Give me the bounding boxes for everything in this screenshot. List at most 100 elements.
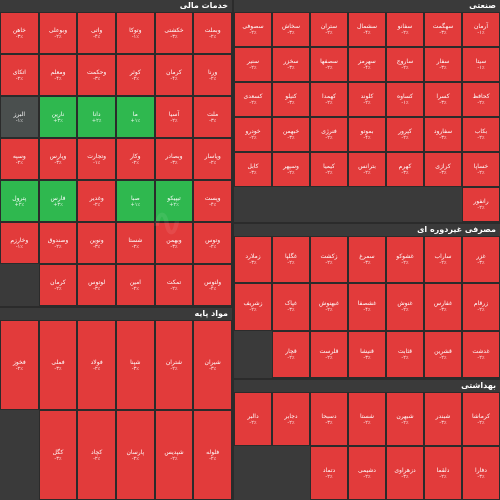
- stock-tile[interactable]: وپست -۴٪: [193, 180, 232, 222]
- stock-tile[interactable]: وصندوق -۲٪: [38, 222, 78, 264]
- stock-tile[interactable]: فلوله -۲٪: [193, 410, 232, 500]
- stock-tile[interactable]: بترانس -۲٪: [348, 152, 386, 187]
- stock-tile[interactable]: وبصادر -۳٪: [154, 138, 194, 180]
- stock-tile[interactable]: ومعلم -۴٪: [38, 54, 78, 96]
- stock-tile[interactable]: شیران -۳٪: [193, 320, 232, 410]
- stock-tile[interactable]: کابل -۳٪: [234, 152, 272, 187]
- stock-tile[interactable]: آرمان -۱٪: [462, 12, 500, 47]
- stock-tile[interactable]: غبهنوش -۲٪: [310, 283, 348, 331]
- stock-tile[interactable]: کساوه -۱٪: [386, 82, 424, 117]
- stock-tile[interactable]: خودرو -۲٪: [234, 117, 272, 152]
- stock-tile[interactable]: وغدیر -۲٪: [77, 180, 116, 222]
- stock-tile[interactable]: وتوکا -۱٪: [116, 12, 155, 54]
- stock-tile[interactable]: قشرین -۲٪: [424, 330, 462, 378]
- stock-tile[interactable]: کوثر -۲٪: [116, 54, 155, 96]
- stock-tile[interactable]: آسیا -۲٪: [154, 96, 194, 138]
- stock-tile[interactable]: کنیلو -۳٪: [272, 82, 310, 117]
- stock-tile[interactable]: دفارا -۳٪: [462, 446, 500, 500]
- stock-tile[interactable]: غدشت -۲٪: [462, 330, 500, 378]
- stock-tile[interactable]: کیمیا -۲٪: [310, 152, 348, 187]
- stock-tile[interactable]: سفارود -۳٪: [424, 117, 462, 152]
- stock-tile[interactable]: وبوعلی -۲٪: [38, 12, 78, 54]
- stock-tile[interactable]: بکاب -۲٪: [462, 117, 500, 152]
- stock-tile[interactable]: وکار -۲٪: [116, 138, 155, 180]
- stock-tile[interactable]: سصوفی -۲٪: [234, 12, 272, 47]
- stock-tile[interactable]: ورنا -۲٪: [193, 54, 232, 96]
- stock-tile[interactable]: دتماد -۲٪: [310, 446, 348, 500]
- stock-tile[interactable]: سصفها -۲٪: [310, 47, 348, 82]
- stock-tile[interactable]: شتران -۲٪: [154, 320, 194, 410]
- stock-tile[interactable]: سمرغ -۳٪: [348, 236, 386, 284]
- stock-tile[interactable]: ما +۱٪: [116, 96, 155, 138]
- stock-tile[interactable]: زرقام -۲٪: [462, 283, 500, 331]
- stock-tile[interactable]: سخاش -۳٪: [272, 12, 310, 47]
- stock-tile[interactable]: دانا +۲٪: [77, 96, 116, 138]
- stock-tile[interactable]: وتجارت -۱٪: [77, 138, 116, 180]
- stock-tile[interactable]: صبا +۱٪: [116, 180, 155, 222]
- stock-tile[interactable]: پارسان -۲٪: [116, 410, 155, 500]
- stock-tile[interactable]: وحکمت -۳٪: [77, 54, 116, 96]
- stock-tile[interactable]: رانفور -۲٪: [462, 187, 500, 222]
- stock-tile[interactable]: وبملت -۲٪: [193, 12, 232, 54]
- stock-tile[interactable]: وپارس -۳٪: [38, 138, 78, 180]
- stock-tile[interactable]: امین -۲٪: [116, 264, 155, 306]
- stock-tile[interactable]: ولتوس -۴٪: [193, 264, 232, 306]
- stock-tile[interactable]: زملارد -۳٪: [234, 236, 272, 284]
- stock-tile[interactable]: قنیشا -۳٪: [348, 330, 386, 378]
- stock-tile[interactable]: لوتوس -۳٪: [77, 264, 116, 306]
- stock-tile[interactable]: شپدیس -۲٪: [154, 410, 194, 500]
- stock-tile[interactable]: وسپه -۲٪: [0, 138, 39, 180]
- stock-tile[interactable]: تیپیکو +۲٪: [154, 180, 194, 222]
- stock-tile[interactable]: سفار -۳٪: [424, 47, 462, 82]
- stock-tile[interactable]: شستا -۲٪: [348, 392, 386, 446]
- stock-tile[interactable]: کهرم -۳٪: [386, 152, 424, 187]
- stock-tile[interactable]: وپاسار -۲٪: [193, 138, 232, 180]
- stock-tile[interactable]: فخوز -۲٪: [0, 320, 39, 410]
- stock-tile[interactable]: فولاد -۲٪: [77, 320, 116, 410]
- stock-tile[interactable]: وخارزم -۱٪: [0, 222, 39, 264]
- stock-tile[interactable]: کرازی -۳٪: [424, 152, 462, 187]
- stock-tile[interactable]: شبندر -۳٪: [424, 392, 462, 446]
- stock-tile[interactable]: ونوین -۳٪: [77, 222, 116, 264]
- stock-tile[interactable]: کحافظ -۲٪: [462, 82, 500, 117]
- stock-tile[interactable]: غپاک -۳٪: [272, 283, 310, 331]
- stock-tile[interactable]: سیتا -۱٪: [462, 47, 500, 82]
- stock-tile[interactable]: خاهن -۳٪: [0, 12, 39, 54]
- stock-tile[interactable]: کرمان -۲٪: [38, 264, 78, 306]
- stock-tile[interactable]: دسبحا -۳٪: [310, 392, 348, 446]
- stock-tile[interactable]: پترول +۲٪: [0, 180, 39, 222]
- stock-tile[interactable]: ملت -۳٪: [193, 96, 232, 138]
- stock-tile[interactable]: غفارس -۳٪: [424, 283, 462, 331]
- stock-tile[interactable]: وبهمن -۳٪: [154, 222, 194, 264]
- stock-tile[interactable]: واتی -۴٪: [77, 12, 116, 54]
- stock-tile[interactable]: نارین +۳٪: [38, 96, 78, 138]
- stock-tile[interactable]: غنوش -۲٪: [386, 283, 424, 331]
- stock-tile[interactable]: بموتو -۴٪: [348, 117, 386, 152]
- stock-tile[interactable]: کسعدی -۲٪: [234, 82, 272, 117]
- stock-tile[interactable]: قچار -۲٪: [272, 330, 310, 378]
- stock-tile[interactable]: ستران -۲٪: [310, 12, 348, 47]
- stock-tile[interactable]: فارس +۳٪: [38, 180, 78, 222]
- stock-tile[interactable]: سنیر -۲٪: [234, 47, 272, 82]
- stock-tile[interactable]: قثابت -۲٪: [386, 330, 424, 378]
- stock-tile[interactable]: زکشت -۲٪: [310, 236, 348, 284]
- stock-tile[interactable]: قلرست -۲٪: [310, 330, 348, 378]
- stock-tile[interactable]: شبهرن -۲٪: [386, 392, 424, 446]
- stock-tile[interactable]: ساراب -۲٪: [424, 236, 462, 284]
- stock-tile[interactable]: کلوند -۲٪: [348, 82, 386, 117]
- stock-tile[interactable]: خساپا -۲٪: [462, 152, 500, 187]
- stock-tile[interactable]: سخزر -۳٪: [272, 47, 310, 82]
- stock-tile[interactable]: البرز -۱٪: [0, 96, 39, 138]
- stock-tile[interactable]: کهمدا -۲٪: [310, 82, 348, 117]
- stock-tile[interactable]: شپنا -۳٪: [116, 320, 155, 410]
- stock-tile[interactable]: دزهراوی -۳٪: [386, 446, 424, 500]
- stock-tile[interactable]: غشصفا -۴٪: [348, 283, 386, 331]
- stock-tile[interactable]: کپرور -۲٪: [386, 117, 424, 152]
- stock-tile[interactable]: سهرمز -۴٪: [348, 47, 386, 82]
- stock-tile[interactable]: دالبر -۲٪: [234, 392, 272, 446]
- stock-tile[interactable]: کچاد -۲٪: [77, 410, 116, 500]
- stock-tile[interactable]: وسپهر -۲٪: [272, 152, 310, 187]
- stock-tile[interactable]: کگل -۳٪: [38, 410, 78, 500]
- stock-tile[interactable]: سهگمت -۳٪: [424, 12, 462, 47]
- stock-tile[interactable]: کرماشا -۲٪: [462, 392, 500, 446]
